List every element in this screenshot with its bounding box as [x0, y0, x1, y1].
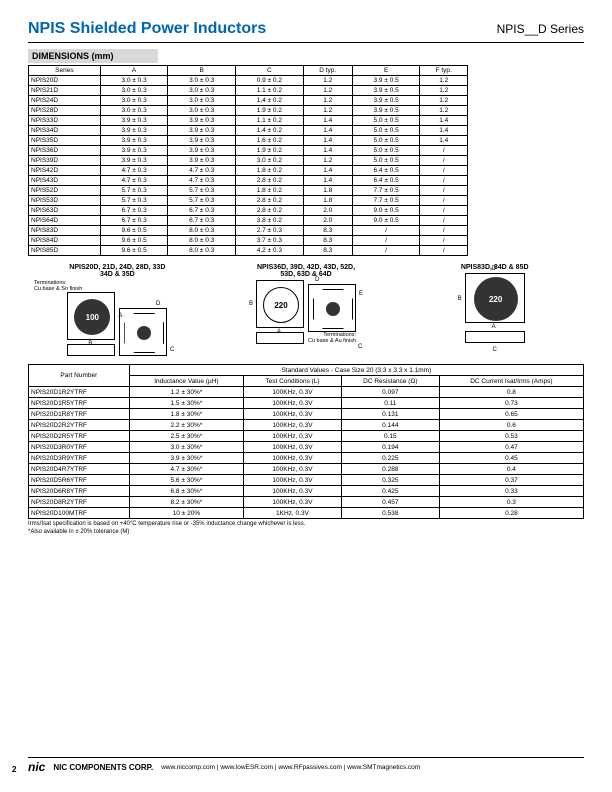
termination-note-2: Terminations: Cu base & Au finish — [308, 332, 356, 344]
table-row: NPIS20D3.0 ± 0.33.0 ± 0.30.9 ± 0.21.23.9… — [29, 76, 468, 86]
table-row: NPIS84D9.6 ± 0.58.0 ± 0.33.7 ± 0.38.3// — [29, 236, 468, 246]
component-marking-3: 220 — [474, 277, 518, 321]
table-row: NPIS63D6.7 ± 0.36.7 ± 0.32.8 ± 0.22.09.0… — [29, 206, 468, 216]
diagram-label-1: NPIS20D, 21D, 24D, 28D, 33D 34D & 35D — [28, 264, 207, 278]
dim-header: F typ. — [420, 66, 468, 76]
standard-values-table: Part Number Standard Values - Case Size … — [28, 364, 584, 519]
dim-header: D typ. — [303, 66, 352, 76]
dim-c2: C — [358, 344, 362, 350]
diagram-label-2: NPIS36D, 39D, 42D, 43D, 52D, 53D, 63D & … — [217, 264, 396, 278]
table-row: NPIS83D9.6 ± 0.58.0 ± 0.32.7 ± 0.38.3// — [29, 226, 468, 236]
dim-header: Series — [29, 66, 101, 76]
dim-c: C — [170, 347, 174, 353]
col-partnum: Part Number — [29, 365, 130, 387]
page-number: 2 — [12, 765, 16, 774]
page-title: NPIS Shielded Power Inductors — [28, 20, 266, 38]
dim-a3: A — [492, 324, 496, 330]
table-row: NPIS52D5.7 ± 0.35.7 ± 0.31.8 ± 0.21.87.7… — [29, 186, 468, 196]
table-row: NPIS39D3.9 ± 0.33.9 ± 0.33.0 ± 0.21.25.0… — [29, 156, 468, 166]
dim-d2: D — [315, 277, 319, 283]
std-header: DC Resistance (Ω) — [341, 376, 439, 387]
table-row: NPIS28D3.0 ± 0.33.0 ± 0.31.9 ± 0.21.23.9… — [29, 106, 468, 116]
side-view-3 — [465, 331, 525, 343]
termination-note-1: Terminations: Cu base & Sn finish — [34, 280, 207, 292]
dim-d3: D — [492, 266, 496, 272]
std-header: Inductance Value (µH) — [129, 376, 243, 387]
table-row: NPIS20D5R6YTRF5.6 ± 30%*100KHz, 0.3V0.32… — [29, 475, 584, 486]
table-row: NPIS21D3.0 ± 0.33.0 ± 0.31.1 ± 0.21.23.9… — [29, 86, 468, 96]
dim-a2: A — [277, 329, 281, 335]
component-marking-1: 100 — [74, 299, 110, 335]
diagram-group-3: NPIS83D, 84D & 85D 220 D B A C — [405, 264, 584, 356]
table-row: NPIS20D2R5YTRF2.5 ± 30%*100KHz, 0.3V0.15… — [29, 431, 584, 442]
table-row: NPIS35D3.9 ± 0.33.9 ± 0.31.6 ± 0.21.45.0… — [29, 136, 468, 146]
footnote-1: Irms/Isat specification is based on +40°… — [28, 521, 584, 527]
dim-b2: B — [249, 301, 253, 307]
table-row: NPIS42D4.7 ± 0.34.7 ± 0.31.8 ± 0.21.46.4… — [29, 166, 468, 176]
diagram-row: NPIS20D, 21D, 24D, 28D, 33D 34D & 35D Te… — [28, 264, 584, 356]
company-name: NIC COMPONENTS CORP. — [53, 763, 153, 772]
component-top-view-3: 220 D B A — [465, 273, 525, 323]
diagram-group-1: NPIS20D, 21D, 24D, 28D, 33D 34D & 35D Te… — [28, 264, 207, 356]
table-row: NPIS36D3.9 ± 0.33.9 ± 0.31.9 ± 0.21.45.0… — [29, 146, 468, 156]
table-row: NPIS20D4R7YTRF4.7 ± 30%*100KHz, 0.3V0.28… — [29, 464, 584, 475]
diagram-group-2: NPIS36D, 39D, 42D, 43D, 52D, 53D, 63D & … — [217, 264, 396, 356]
component-top-view-2: 220 B A — [256, 280, 304, 328]
table-row: NPIS20D1R8YTRF1.8 ± 30%*100KHz, 0.3V0.13… — [29, 409, 584, 420]
dimensions-table: SeriesABCD typ.EF typ. NPIS20D3.0 ± 0.33… — [28, 65, 468, 256]
table-row: NPIS20D8R2YTRF8.2 ± 30%*100KHz, 0.3V0.45… — [29, 497, 584, 508]
table-row: NPIS53D5.7 ± 0.35.7 ± 0.32.8 ± 0.21.87.7… — [29, 196, 468, 206]
std-header: Test Conditions (L) — [244, 376, 342, 387]
table-row: NPIS20D1R5YTRF1.5 ± 30%*100KHz, 0.3V0.11… — [29, 398, 584, 409]
component-top-view-1: 100 B A — [67, 292, 115, 340]
dimensions-heading: DIMENSIONS (mm) — [28, 49, 158, 63]
table-row: NPIS20D2R2YTRF2.2 ± 30%*100KHz, 0.3V0.14… — [29, 420, 584, 431]
table-row: NPIS43D4.7 ± 0.34.7 ± 0.32.8 ± 0.21.46.4… — [29, 176, 468, 186]
footnote-2: *Also available in ± 20% tolerance (M) — [28, 529, 584, 535]
component-marking-2: 220 — [263, 287, 299, 323]
series-label: NPIS__D Series — [497, 22, 584, 36]
dim-header: A — [100, 66, 168, 76]
dim-header: C — [236, 66, 304, 76]
std-values-title: Standard Values - Case Size 20 (3.3 x 3.… — [129, 365, 583, 376]
dim-b3: B — [458, 296, 462, 302]
footer-links: www.niccomp.com | www.lowESR.com | www.R… — [161, 764, 420, 771]
table-row: NPIS20D3R9YTRF3.9 ± 30%*100KHz, 0.3V0.22… — [29, 453, 584, 464]
dim-header: B — [168, 66, 236, 76]
page-footer: nic NIC COMPONENTS CORP. www.niccomp.com… — [28, 757, 584, 774]
table-row: NPIS64D6.7 ± 0.36.7 ± 0.33.8 ± 0.22.09.0… — [29, 216, 468, 226]
table-row: NPIS33D3.9 ± 0.33.9 ± 0.31.1 ± 0.21.45.0… — [29, 116, 468, 126]
dim-e: E — [359, 291, 363, 297]
dim-c3: C — [493, 347, 497, 353]
table-row: NPIS20D6R8YTRF6.8 ± 30%*100KHz, 0.3V0.42… — [29, 486, 584, 497]
table-row: NPIS20D100MTRF10 ± 20%1KHz, 0.3V0.5380.2… — [29, 508, 584, 519]
table-row: NPIS20D1R2YTRF1.2 ± 30%*100KHz, 0.3V0.09… — [29, 387, 584, 398]
component-bottom-view-2: D E — [308, 284, 356, 332]
logo: nic — [28, 760, 45, 774]
table-row: NPIS20D3R0YTRF3.0 ± 30%*100KHz, 0.3V0.19… — [29, 442, 584, 453]
table-row: NPIS85D9.6 ± 0.58.0 ± 0.34.2 ± 0.38.3// — [29, 246, 468, 256]
component-bottom-view-1: D C — [119, 308, 167, 356]
dim-header: E — [352, 66, 420, 76]
std-header: DC Current Isat/Irms (Amps) — [439, 376, 583, 387]
table-row: NPIS34D3.9 ± 0.33.9 ± 0.31.4 ± 0.21.45.0… — [29, 126, 468, 136]
dim-b: B — [88, 341, 92, 347]
dim-d: D — [156, 301, 160, 307]
table-row: NPIS24D3.0 ± 0.33.0 ± 0.31.4 ± 0.21.23.9… — [29, 96, 468, 106]
page-header: NPIS Shielded Power Inductors NPIS__D Se… — [28, 20, 584, 43]
